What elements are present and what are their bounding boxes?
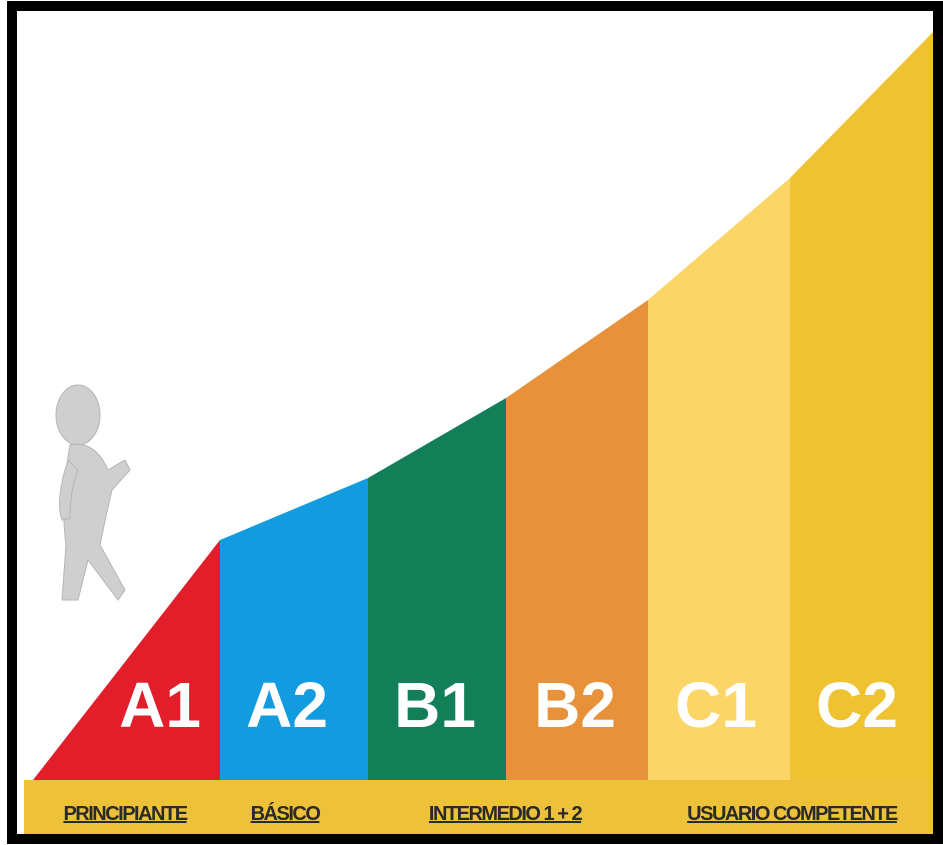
level-label: A2 [246, 669, 328, 741]
stage-label: USUARIO COMPETENTE [687, 803, 898, 825]
level-label: A1 [119, 669, 201, 741]
stage-label: INTERMEDIO 1 + 2 [429, 803, 583, 825]
level-label: B1 [394, 669, 476, 741]
page: A1 A2 B1 B2 C1 C2 PRINCIPIANTE BÁSICO IN… [0, 0, 943, 845]
level-label: B2 [534, 669, 616, 741]
level-label: C1 [675, 669, 757, 741]
stage-label: BÁSICO [251, 802, 321, 825]
diagram: A1 A2 B1 B2 C1 C2 PRINCIPIANTE BÁSICO IN… [0, 0, 943, 845]
stage-label: PRINCIPIANTE [63, 803, 187, 825]
level-label: C2 [816, 669, 898, 741]
